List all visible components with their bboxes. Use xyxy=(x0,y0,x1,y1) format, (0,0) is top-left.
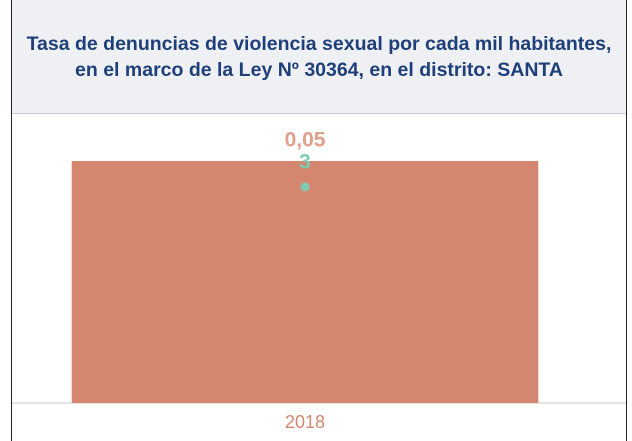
chart-title: Tasa de denuncias de violencia sexual po… xyxy=(26,32,612,81)
chart-frame: Tasa de denuncias de violencia sexual po… xyxy=(11,0,627,441)
point-value-label: 3 xyxy=(299,150,311,173)
bar-value-label: 0,05 xyxy=(285,129,326,152)
bar xyxy=(71,161,539,403)
header: Tasa de denuncias de violencia sexual po… xyxy=(12,0,626,114)
x-tick-label: 2018 xyxy=(285,412,325,432)
line-point xyxy=(300,182,310,192)
